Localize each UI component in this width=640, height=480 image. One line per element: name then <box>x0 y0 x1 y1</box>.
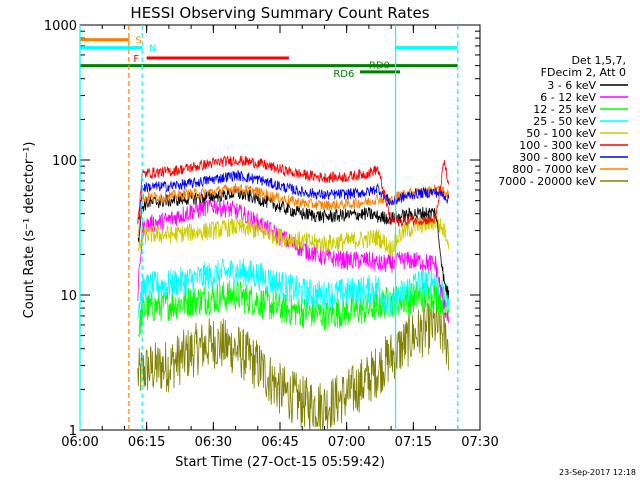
flag-label: N <box>149 44 156 55</box>
x-tick-label: 07:30 <box>461 435 498 450</box>
flag-label: F <box>133 54 139 65</box>
chart-title: HESSI Observing Summary Count Rates <box>130 4 429 22</box>
x-tick-label: 06:15 <box>128 435 165 450</box>
y-tick-label: 1 <box>69 424 77 439</box>
x-tick-label: 07:15 <box>395 435 432 450</box>
x-tick-label: 07:00 <box>328 435 365 450</box>
y-tick-label: 100 <box>52 154 77 169</box>
count-rate-chart: HESSI Observing Summary Count Rates 06:0… <box>0 0 640 480</box>
x-tick-label: 06:45 <box>261 435 298 450</box>
legend-header: FDecim 2, Att 0 <box>541 66 626 79</box>
x-tick-label: 06:00 <box>61 435 98 450</box>
x-axis-label: Start Time (27-Oct-15 05:59:42) <box>175 455 385 470</box>
flag-label: RD0 <box>369 60 390 71</box>
legend-entry-label: 7000 - 20000 keV <box>498 175 596 188</box>
x-tick-label: 06:30 <box>195 435 232 450</box>
footer-timestamp: 23-Sep-2017 12:18 <box>559 468 636 477</box>
y-tick-label: 1000 <box>44 19 77 34</box>
y-tick-label: 10 <box>60 289 77 304</box>
flag-label: S <box>136 36 142 47</box>
y-axis-label: Count Rate (s⁻¹ detector⁻¹) <box>22 142 37 319</box>
flag-label: RD6 <box>333 69 354 80</box>
